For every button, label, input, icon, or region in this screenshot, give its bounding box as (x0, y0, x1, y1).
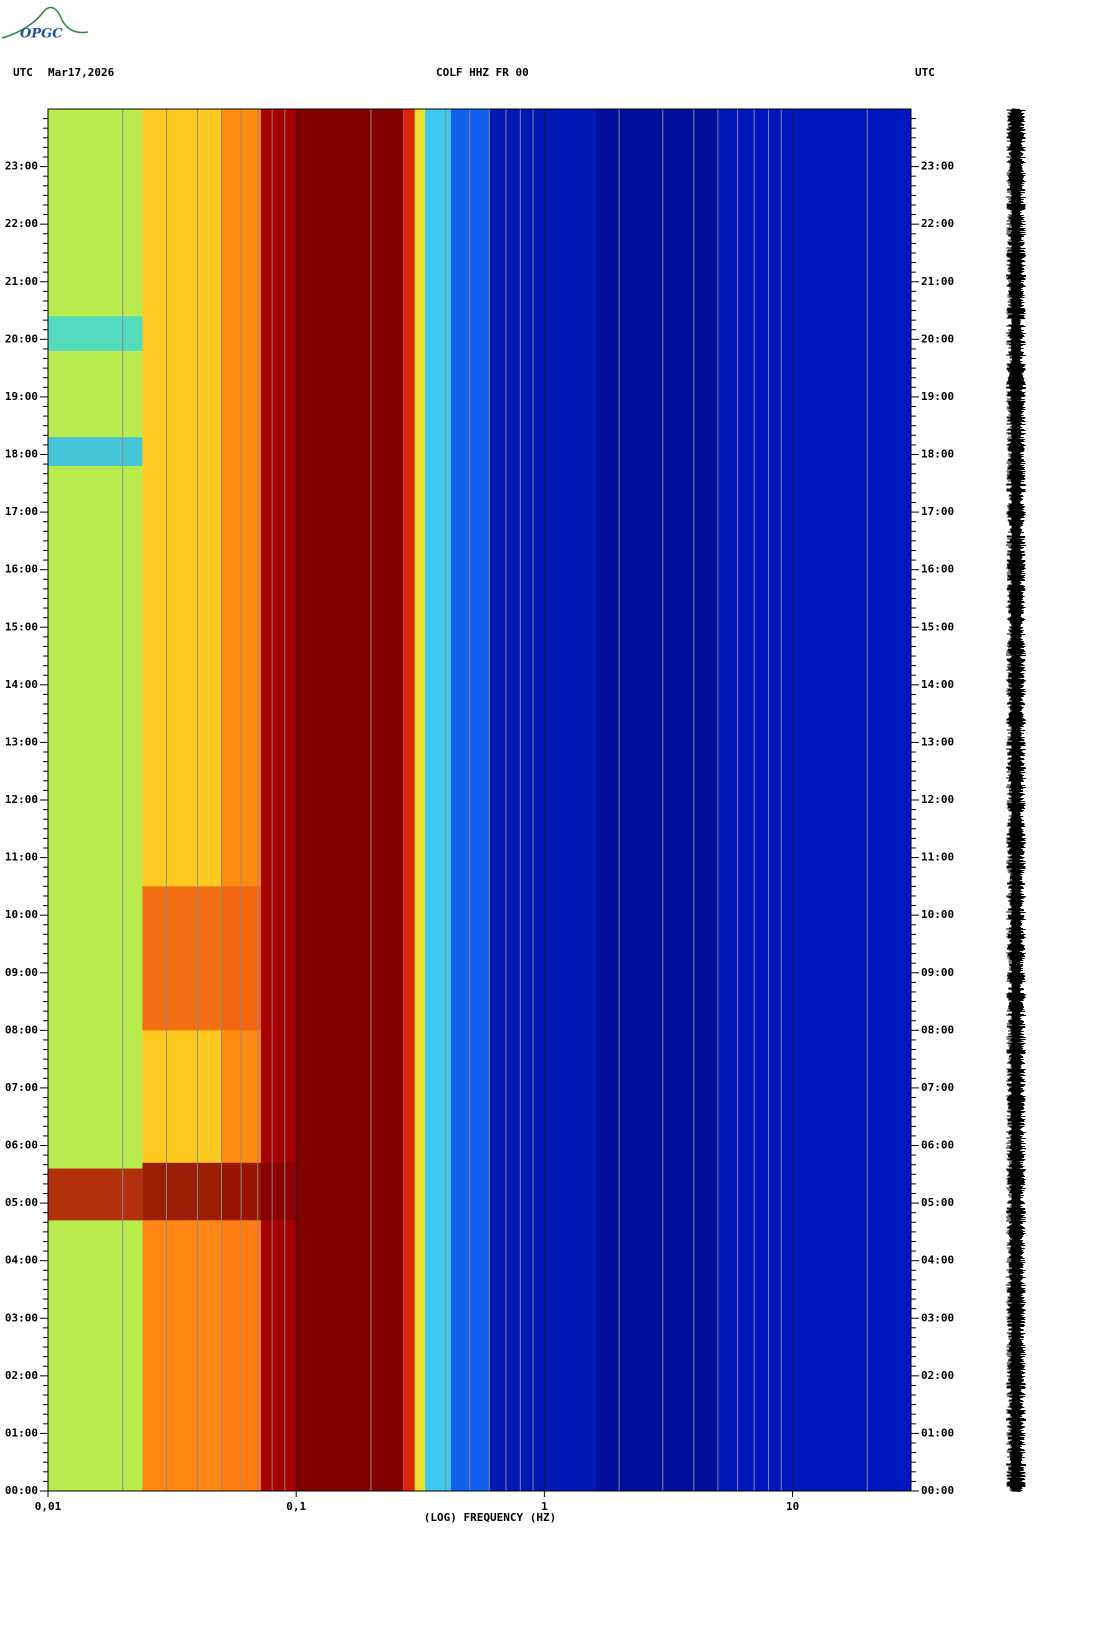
y-tick-label: 00:00 (5, 1484, 38, 1497)
spectral-band (595, 109, 718, 1491)
y-tick-label: 12:00 (921, 793, 954, 806)
spectral-band (403, 109, 415, 1491)
y-tick-label: 19:00 (921, 390, 954, 403)
y-tick-label: 04:00 (921, 1254, 954, 1267)
y-tick-label: 01:00 (921, 1426, 954, 1439)
spectral-event (48, 437, 143, 467)
spectral-event (48, 316, 143, 351)
y-tick-label: 00:00 (921, 1484, 954, 1497)
y-tick-label: 11:00 (921, 851, 954, 864)
y-tick-label: 10:00 (921, 908, 954, 921)
y-tick-label: 21:00 (921, 275, 954, 288)
y-tick-label: 15:00 (921, 620, 954, 633)
y-tick-label: 13:00 (921, 735, 954, 748)
x-tick-label: 1 (541, 1500, 548, 1513)
y-tick-label: 09:00 (921, 966, 954, 979)
y-tick-label: 15:00 (5, 620, 38, 633)
y-tick-label: 01:00 (5, 1426, 38, 1439)
y-tick-label: 16:00 (5, 563, 38, 576)
x-tick-label: 0,1 (286, 1500, 306, 1513)
y-tick-label: 05:00 (5, 1196, 38, 1209)
spectral-band (414, 109, 425, 1491)
y-tick-label: 08:00 (5, 1023, 38, 1036)
x-tick-label: 0,01 (35, 1500, 62, 1513)
y-tick-label: 17:00 (921, 505, 954, 518)
y-tick-label: 18:00 (921, 448, 954, 461)
y-tick-label: 06:00 (5, 1139, 38, 1152)
y-tick-label: 20:00 (921, 332, 954, 345)
spectral-band (717, 109, 911, 1491)
y-tick-label: 22:00 (5, 217, 38, 230)
y-tick-label: 23:00 (921, 160, 954, 173)
y-tick-label: 08:00 (921, 1023, 954, 1036)
y-tick-label: 09:00 (5, 966, 38, 979)
y-tick-label: 05:00 (921, 1196, 954, 1209)
y-tick-label: 13:00 (5, 735, 38, 748)
spectral-event (142, 886, 261, 1031)
spectral-event (48, 1168, 143, 1221)
y-tick-label: 19:00 (5, 390, 38, 403)
y-tick-label: 02:00 (921, 1369, 954, 1382)
y-tick-label: 11:00 (5, 851, 38, 864)
timezone-right: UTC (915, 66, 935, 79)
y-tick-label: 21:00 (5, 275, 38, 288)
x-axis-label: (LOG) FREQUENCY (HZ) (424, 1511, 556, 1524)
y-tick-label: 06:00 (921, 1139, 954, 1152)
y-tick-label: 12:00 (5, 793, 38, 806)
y-tick-label: 20:00 (5, 332, 38, 345)
y-tick-label: 02:00 (5, 1369, 38, 1382)
y-tick-label: 07:00 (5, 1081, 38, 1094)
spectral-band (489, 109, 596, 1491)
spectral-band (424, 109, 451, 1491)
chart-title: COLF HHZ FR 00 (436, 66, 529, 79)
spectral-band (296, 109, 404, 1491)
spectral-event (142, 1220, 261, 1491)
date: Mar17,2026 (48, 66, 115, 79)
y-tick-label: 03:00 (5, 1311, 38, 1324)
y-tick-label: 18:00 (5, 448, 38, 461)
y-tick-label: 14:00 (921, 678, 954, 691)
y-tick-label: 14:00 (5, 678, 38, 691)
spectral-band (260, 109, 297, 1491)
y-tick-label: 04:00 (5, 1254, 38, 1267)
y-tick-label: 23:00 (5, 160, 38, 173)
y-tick-label: 16:00 (921, 563, 954, 576)
seismogram-trace (1005, 108, 1027, 1492)
spectral-event (142, 1162, 297, 1221)
y-tick-label: 03:00 (921, 1311, 954, 1324)
y-tick-label: 17:00 (5, 505, 38, 518)
x-tick-label: 10 (786, 1500, 799, 1513)
y-tick-label: 22:00 (921, 217, 954, 230)
y-tick-label: 10:00 (5, 908, 38, 921)
y-tick-label: 07:00 (921, 1081, 954, 1094)
logo: OPGC (20, 27, 63, 42)
logo-curve (1, 6, 89, 39)
timezone-left: UTC (13, 66, 33, 79)
